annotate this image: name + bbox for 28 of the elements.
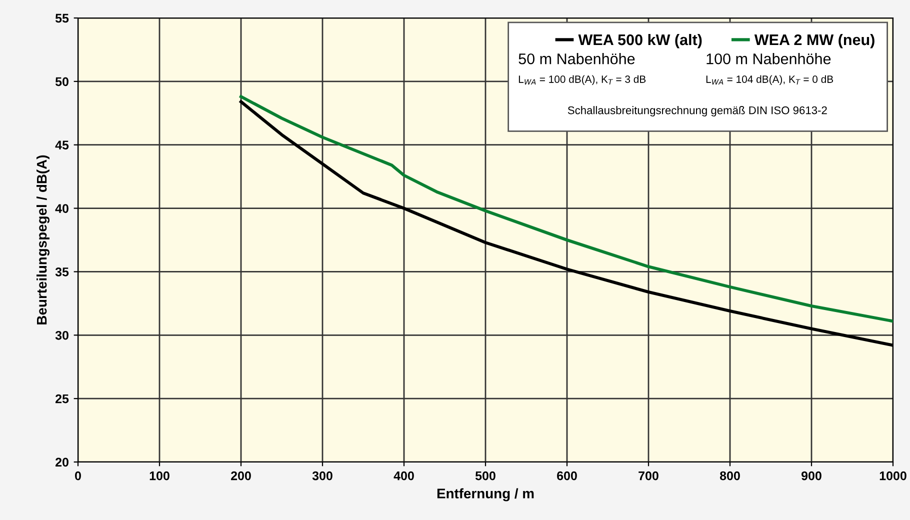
- y-tick-label: 50: [55, 77, 68, 86]
- x-tick-label: 700: [638, 471, 658, 480]
- legend-label: WEA 2 MW (neu): [754, 34, 874, 48]
- y-tick-label: 20: [56, 458, 68, 467]
- x-tick-label: 600: [557, 471, 577, 480]
- x-tick-label: 500: [475, 471, 496, 480]
- annotation: L$_{WA}$ = 100 dB(A), K$_{T}$ = 3 dB: [518, 75, 646, 85]
- legend-label: WEA 500 kW (alt): [578, 34, 702, 48]
- x-tick-label: 800: [720, 471, 740, 480]
- x-tick-label: 900: [802, 471, 822, 480]
- y-tick-label: 45: [55, 140, 69, 150]
- y-tick-label: 55: [55, 14, 69, 23]
- y-tick-label: 25: [56, 394, 69, 404]
- x-tick-label: 200: [231, 471, 251, 480]
- x-axis-title: Entfernung / m: [437, 488, 534, 502]
- y-axis-title: Beurteilungspegel / dB(A): [36, 155, 50, 324]
- annotation: 100 m Nabenhöhe: [706, 53, 831, 64]
- annotation: Schallausbreitungsrechnung gemäß DIN ISO 9613-2: [568, 106, 827, 116]
- x-tick-label: 400: [394, 471, 414, 480]
- x-tick-label: 300: [312, 471, 332, 480]
- y-tick-label: 40: [55, 204, 68, 213]
- x-tick-label: 100: [150, 471, 170, 480]
- y-tick-label: 35: [55, 268, 69, 276]
- x-tick-label: 0: [75, 471, 81, 480]
- annotation: L$_{WA}$ = 104 dB(A), K$_{T}$ = 0 dB: [706, 75, 834, 85]
- x-tick-label: 1000: [880, 471, 906, 480]
- annotation: 50 m Nabenhöhe: [518, 53, 635, 64]
- y-tick-label: 30: [55, 330, 68, 340]
